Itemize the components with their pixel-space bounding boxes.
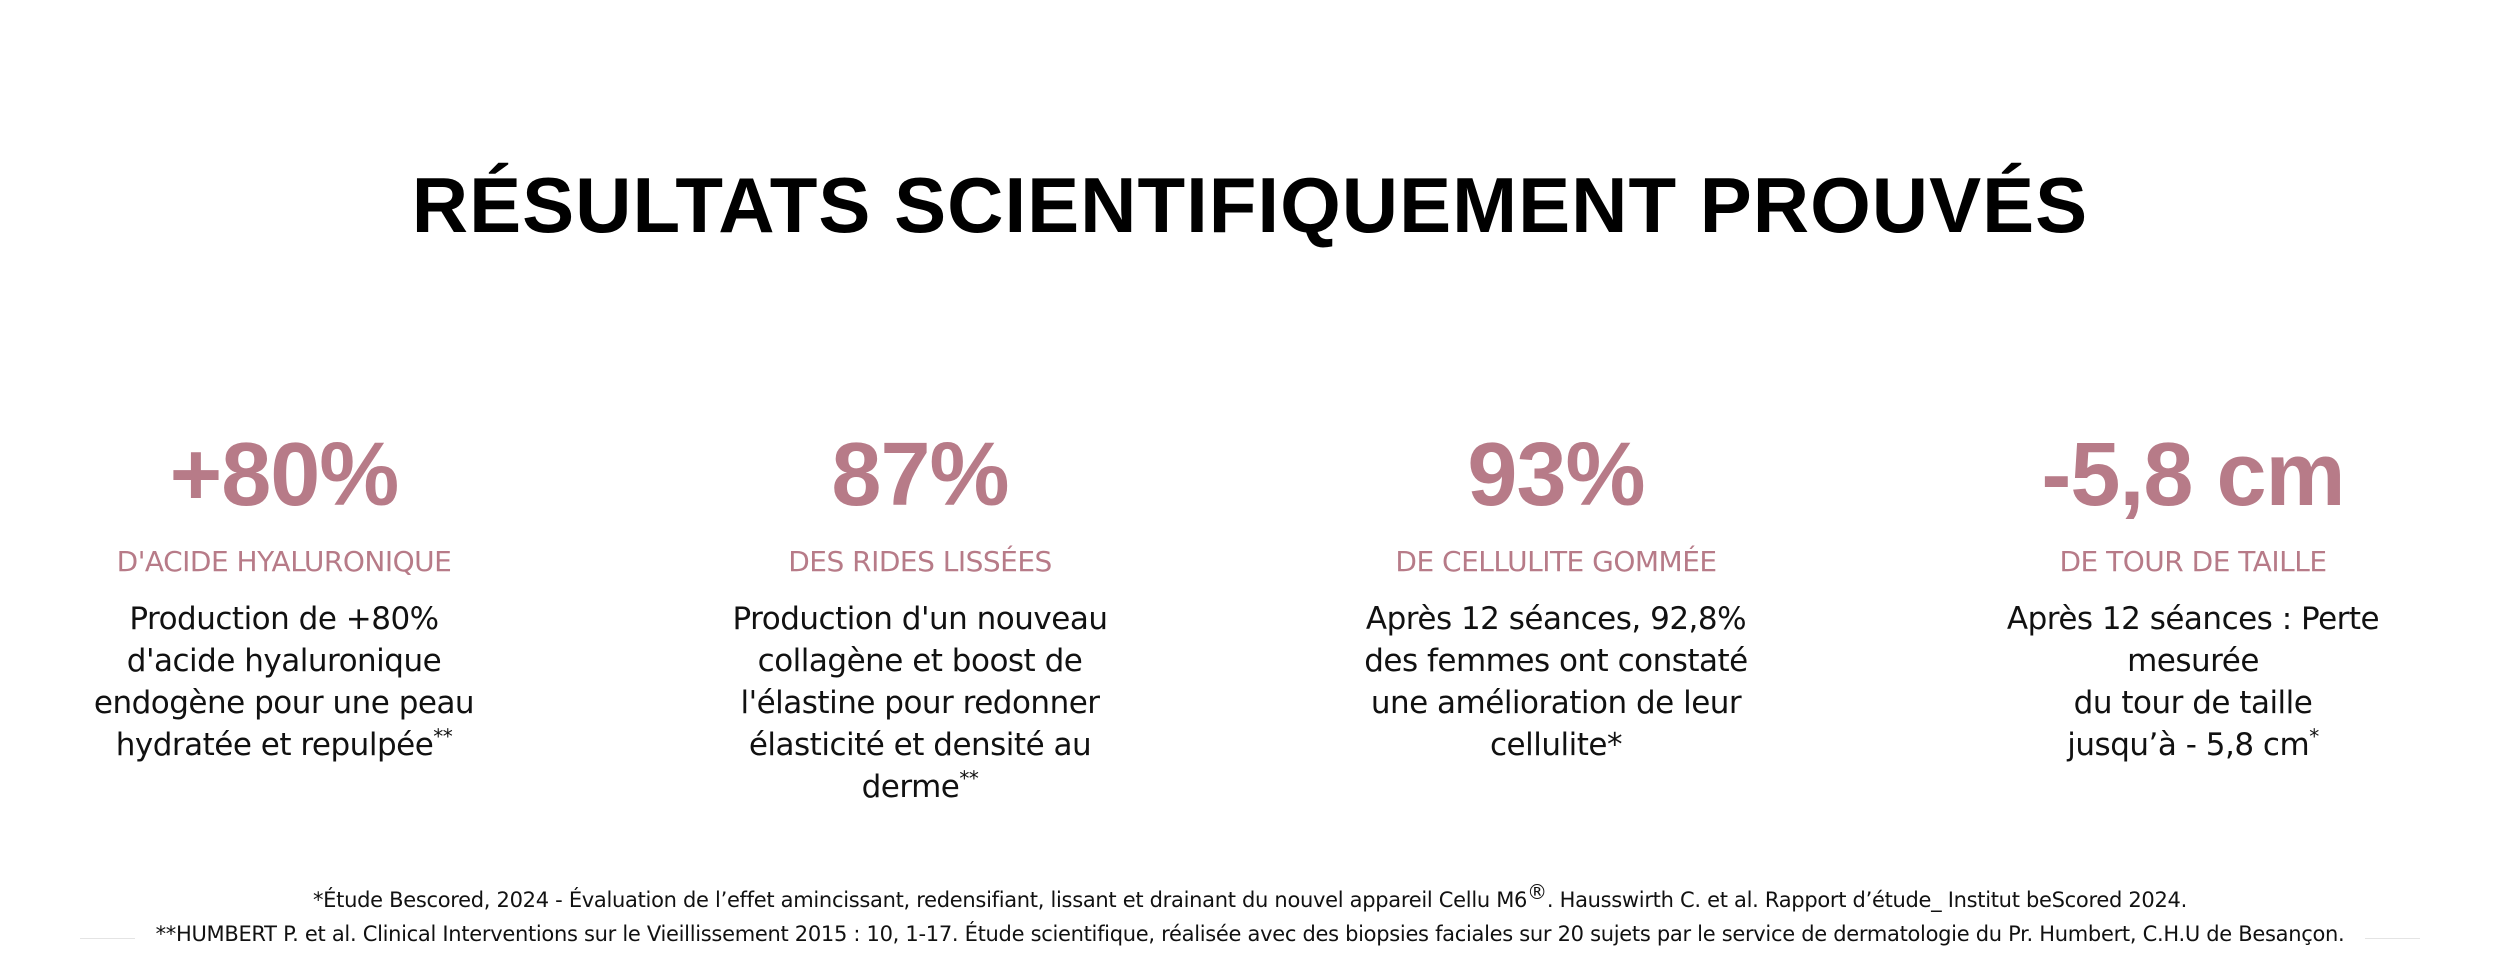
description-text: des femmes ont constaté — [1364, 643, 1748, 679]
description-line: collagène et boost de — [620, 640, 1220, 682]
description-line: Après 12 séances, 92,8% — [1256, 598, 1856, 640]
description-line: Production d'un nouveau — [620, 598, 1220, 640]
footnote-text: *Étude Bescored, 2024 - Évaluation de l’… — [312, 888, 1528, 912]
footnote: **HUMBERT P. et al. Clinical Interventio… — [0, 922, 2500, 946]
footnote-text: . Hausswirth C. et al. Rapport d’étude_ … — [1546, 888, 2187, 912]
description-line: jusqu’à - 5,8 cm* — [1893, 724, 2493, 766]
stat-card: -5,8 cm DE TOUR DE TAILLE Après 12 séances… — [1893, 420, 2493, 766]
section-title: RÉSULTATS SCIENTIFIQUEMENT PROUVÉS — [411, 161, 2089, 249]
description-text: Production d'un nouveau — [732, 601, 1108, 637]
stat-value: 93% — [1467, 425, 1645, 525]
description-text: mesurée — [2127, 643, 2259, 679]
description-text: une amélioration de leur — [1370, 685, 1742, 721]
description-line: derme** — [620, 766, 1220, 808]
description-text: derme — [861, 769, 960, 805]
description-line: hydratée et repulpée** — [0, 724, 584, 766]
description-text: jusqu’à - 5,8 cm — [2067, 727, 2310, 763]
description-line: élasticité et densité au — [620, 724, 1220, 766]
stat-card: +80% D'ACIDE HYALURONIQUE Production de +8… — [0, 420, 584, 766]
divider — [80, 938, 135, 939]
description-line: endogène pour une peau — [0, 682, 584, 724]
description-text: Après 12 séances : Perte — [2006, 601, 2380, 637]
description-text: du tour de taille — [2073, 685, 2313, 721]
stat-label: DES RIDES LISSÉES — [788, 545, 1052, 578]
stat-value: 87% — [831, 425, 1009, 525]
stat-description: Production de +80% d'acide hyaluronique en… — [0, 598, 584, 766]
trademark: ® — [1527, 880, 1547, 904]
stat-card: 93% DE CELLULITE GOMMÉE Après 12 séances, … — [1256, 420, 1856, 766]
description-line: d'acide hyaluronique — [0, 640, 584, 682]
description-text: hydratée et repulpée — [115, 727, 434, 763]
stat-value: -5,8 cm — [2041, 425, 2345, 525]
description-line: des femmes ont constaté — [1256, 640, 1856, 682]
stat-description: Après 12 séances : Perte mesurée du tour d… — [1893, 598, 2493, 766]
description-text: d'acide hyaluronique — [126, 643, 442, 679]
footnote-mark: * — [2309, 724, 2319, 749]
description-text: cellulite* — [1490, 727, 1622, 763]
footnote-mark: ** — [433, 724, 453, 749]
description-line: Après 12 séances : Perte — [1893, 598, 2493, 640]
stat-description: Production d'un nouveau collagène et boos… — [620, 598, 1220, 808]
footnote-text: **HUMBERT P. et al. Clinical Interventio… — [155, 922, 2345, 946]
stat-card: 87% DES RIDES LISSÉES Production d'un nouv… — [620, 420, 1220, 808]
stat-label: D'ACIDE HYALURONIQUE — [116, 545, 452, 578]
footnote-mark: ** — [959, 766, 979, 791]
description-line: une amélioration de leur — [1256, 682, 1856, 724]
description-text: endogène pour une peau — [93, 685, 475, 721]
description-text: Production de +80% — [129, 601, 439, 637]
stat-label: DE TOUR DE TAILLE — [2059, 545, 2327, 578]
description-text: Après 12 séances, 92,8% — [1365, 601, 1747, 637]
description-text: l'élastine pour redonner — [740, 685, 1100, 721]
description-line: Production de +80% — [0, 598, 584, 640]
description-line: du tour de taille — [1893, 682, 2493, 724]
footnote: *Étude Bescored, 2024 - Évaluation de l’… — [0, 882, 2500, 912]
description-line: mesurée — [1893, 640, 2493, 682]
stat-value: +80% — [169, 425, 400, 525]
description-line: l'élastine pour redonner — [620, 682, 1220, 724]
description-line: cellulite* — [1256, 724, 1856, 766]
stat-label: DE CELLULITE GOMMÉE — [1395, 545, 1717, 578]
description-text: collagène et boost de — [757, 643, 1083, 679]
description-text: élasticité et densité au — [748, 727, 1092, 763]
divider — [2365, 938, 2420, 939]
stat-description: Après 12 séances, 92,8% des femmes ont co… — [1256, 598, 1856, 766]
